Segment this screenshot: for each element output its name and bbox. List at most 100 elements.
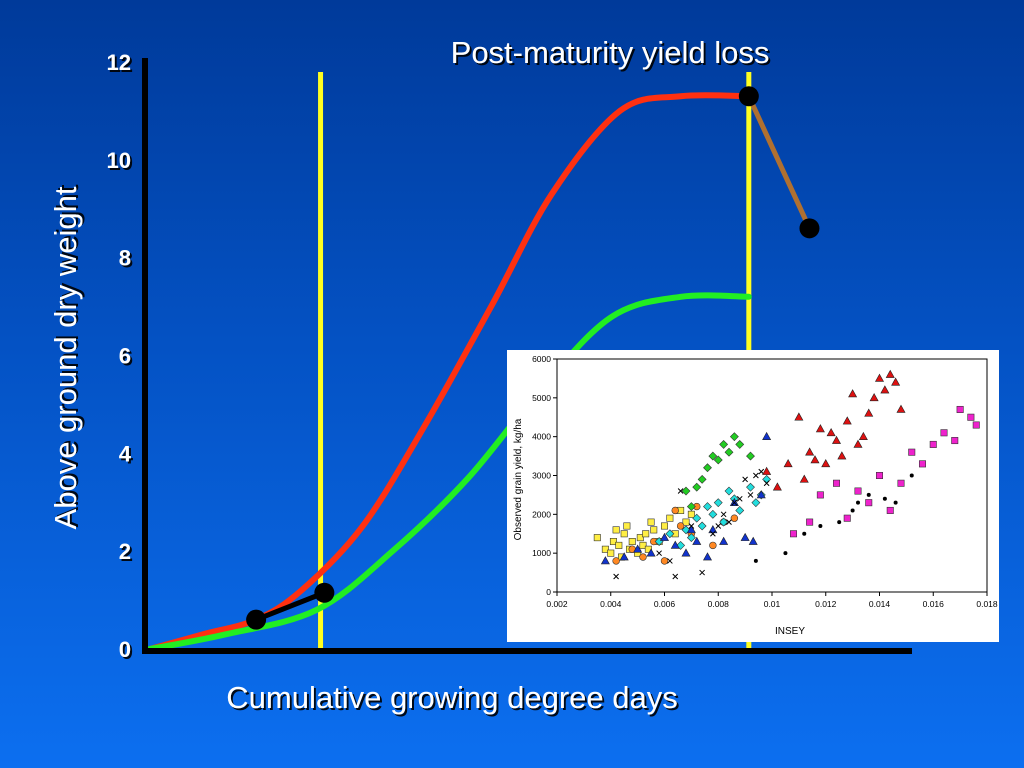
scatter-point: [826, 427, 836, 437]
scatter-point: [891, 377, 901, 386]
scatter-point: [661, 522, 669, 530]
scatter-point: [620, 530, 628, 538]
scatter-point: [751, 498, 761, 508]
scatter-point: [837, 520, 842, 525]
scatter-point: [837, 451, 847, 460]
scatter-point: [642, 530, 650, 538]
x-axis-label: Cumulative growing degree days: [226, 680, 677, 715]
scatter-point: [697, 521, 707, 531]
y-tick-label: 8: [119, 246, 131, 271]
scatter-point: [789, 530, 797, 538]
inset-x-tick-label: 0.012: [815, 599, 837, 609]
scatter-point: [763, 480, 770, 487]
scatter-point: [848, 389, 858, 398]
y-tick-label: 6: [119, 344, 131, 369]
scatter-point: [687, 510, 695, 518]
inset-y-tick-label: 5000: [532, 393, 551, 403]
inset-x-tick-label: 0.008: [708, 599, 730, 609]
scatter-point: [886, 506, 894, 514]
scatter-point: [686, 533, 696, 543]
yield-loss-line: [746, 93, 812, 231]
scatter-point: [875, 472, 883, 480]
scatter-point: [909, 473, 914, 478]
inset-x-tick-label: 0.002: [546, 599, 568, 609]
scatter-point: [896, 404, 906, 413]
scatter-point: [666, 514, 674, 522]
inset-y-tick-label: 1000: [532, 548, 551, 558]
scatter-point: [609, 538, 617, 546]
scatter-point: [677, 488, 684, 494]
scatter-point: [619, 552, 629, 561]
scatter-point: [681, 548, 691, 557]
scatter-point: [639, 541, 647, 549]
scatter-point: [856, 500, 860, 505]
scatter-point: [783, 459, 793, 468]
scatter-point: [885, 369, 895, 378]
inset-scatter-chart: 0 1000 2000 3000 4000 5000 6000 0.002 0.004 0.006…: [507, 350, 999, 642]
inset-x-tick-label: 0.018: [976, 599, 998, 609]
scatter-point: [628, 538, 636, 546]
scatter-point: [880, 385, 890, 394]
y-tick-label: 0: [119, 637, 131, 662]
scatter-point: [729, 432, 739, 442]
scatter-point: [719, 536, 729, 545]
scatter-point: [682, 518, 690, 526]
scatter-point: [647, 518, 655, 526]
scatter-point: [831, 435, 842, 444]
scatter-point: [843, 514, 851, 522]
scatter-point: [667, 558, 673, 564]
scatter-point: [866, 492, 871, 497]
scatter-point: [869, 393, 879, 402]
inset-points: [593, 369, 980, 580]
y-tick-label: 4: [119, 441, 132, 466]
scatter-point: [650, 526, 658, 534]
inset-x-tick-label: 0.014: [869, 599, 891, 609]
scatter-point: [815, 424, 825, 433]
scatter-point: [806, 518, 814, 526]
scatter-point: [607, 549, 615, 557]
scatter-point: [670, 540, 680, 549]
scatter-point: [713, 455, 723, 465]
scatter-point: [686, 525, 696, 534]
scatter-point: [708, 509, 718, 519]
y-tick-label: 2: [119, 539, 131, 564]
scatter-point: [692, 513, 702, 523]
scatter-point: [746, 482, 755, 492]
scatter-point: [726, 519, 732, 525]
scatter-point: [692, 482, 702, 492]
scatter-point: [805, 447, 815, 456]
scatter-point: [699, 569, 705, 576]
scatter-point: [736, 495, 743, 502]
scatter-point: [708, 451, 718, 461]
scatter-point: [850, 508, 855, 513]
scatter-point: [639, 553, 647, 561]
scatter-point: [762, 466, 772, 475]
scatter-point: [719, 517, 729, 527]
scatter-point: [735, 506, 745, 515]
scatter-point: [615, 541, 623, 549]
scatter-point: [740, 532, 750, 541]
scatter-point: [758, 468, 765, 475]
scatter-point: [794, 412, 804, 421]
scatter-point: [600, 556, 610, 565]
scatter-point: [702, 552, 713, 561]
inset-x-tick-label: 0.016: [923, 599, 945, 609]
scatter-point: [697, 474, 707, 484]
scatter-point: [692, 536, 702, 545]
inset-y-tick-label: 4000: [532, 432, 551, 442]
scatter-point: [756, 490, 766, 499]
scatter-point: [659, 532, 670, 541]
scatter-point: [709, 541, 717, 550]
y-tick-labels: 0 2 4 6 8 10 12: [107, 50, 132, 662]
scatter-point: [951, 437, 959, 445]
scatter-point: [818, 523, 823, 528]
scatter-point: [747, 492, 754, 498]
inset-y-axis-label: Observed grain yield, kg/ha: [513, 418, 524, 540]
scatter-point: [802, 531, 807, 536]
scatter-point: [665, 529, 675, 539]
scatter-point: [681, 486, 691, 496]
y-tick-label: 12: [107, 50, 131, 75]
scatter-point: [908, 448, 916, 456]
scatter-point: [636, 534, 644, 542]
data-marker-4: [799, 218, 820, 239]
